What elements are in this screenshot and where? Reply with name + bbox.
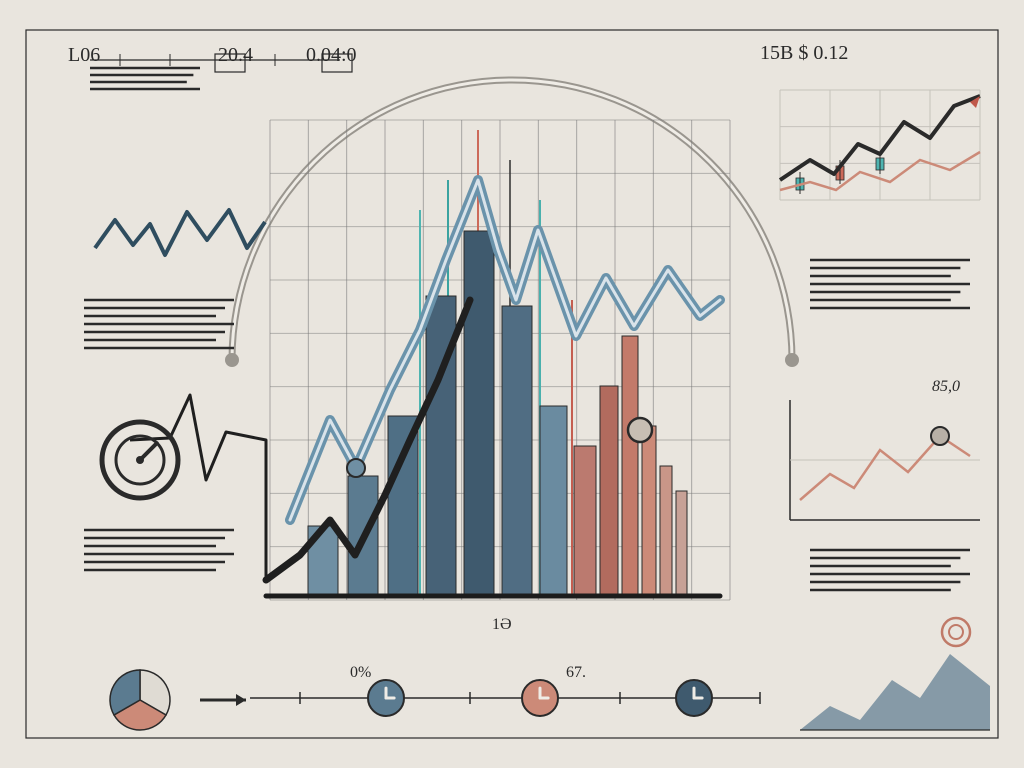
marker-2: [628, 418, 652, 442]
area-br: [800, 654, 990, 730]
label-bottom-mid: 1Ə: [492, 616, 512, 634]
target-icon: [102, 422, 178, 498]
label-top-left: L06: [68, 44, 100, 67]
label-bottom-b: 0%: [350, 664, 371, 682]
arrow-icon: [200, 694, 246, 706]
label-top-mid2: 0.04:0: [306, 44, 357, 67]
hbars-right2: [810, 550, 970, 590]
label-bottom-c: 67.: [566, 664, 586, 682]
label-top-mid1: 20.4: [218, 44, 253, 67]
marker-1: [347, 459, 365, 477]
mini-chart-rm: [790, 400, 980, 520]
hbars-tl: [90, 68, 200, 89]
label-top-right: 15B $ 0.12: [760, 42, 848, 65]
hbars-left1: [84, 300, 234, 348]
label-right-side: 85,0: [932, 378, 960, 396]
hbars-right1: [810, 260, 970, 308]
infographic-canvas: [0, 0, 1024, 768]
hbars-left2: [84, 530, 234, 570]
mini-line-left: [95, 210, 265, 255]
pie-bl: [110, 670, 170, 730]
mini-chart-tr: [780, 90, 980, 200]
dots-axis: [250, 680, 760, 716]
scribble-br: [942, 618, 970, 646]
